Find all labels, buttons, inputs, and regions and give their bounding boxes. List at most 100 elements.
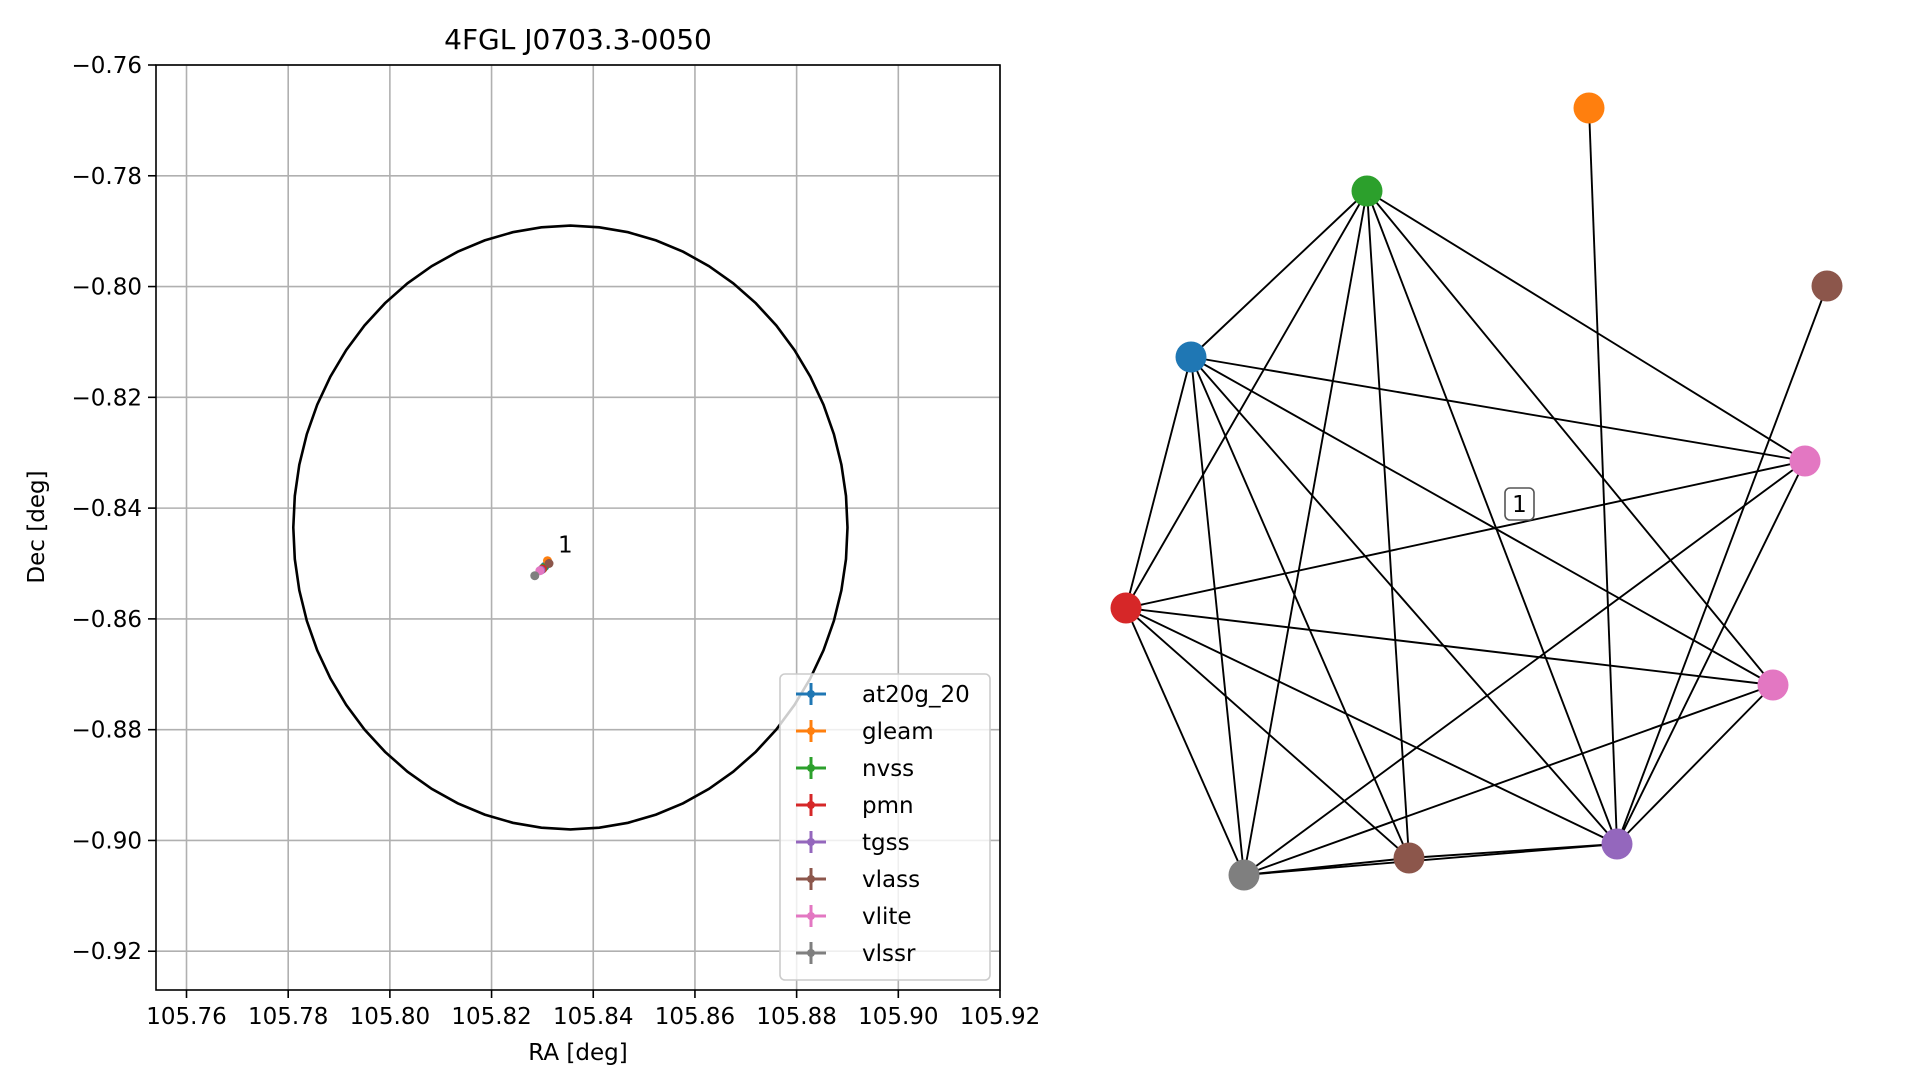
uncertainty-ellipse xyxy=(291,224,849,831)
network-panel: 1 xyxy=(1110,92,1843,891)
network-edge xyxy=(1190,356,1245,876)
legend-label: tgss xyxy=(862,830,910,856)
network-edge xyxy=(1243,684,1774,876)
chart-title: 4FGL J0703.3-0050 xyxy=(444,23,712,56)
network-nodes xyxy=(1110,92,1843,891)
y-tick-label: −0.92 xyxy=(72,939,142,965)
network-edge xyxy=(1616,460,1806,845)
network-edge xyxy=(1125,460,1806,609)
network-edge xyxy=(1125,190,1368,609)
legend-label: vlass xyxy=(862,867,920,893)
network-node-pink-lower xyxy=(1757,669,1789,701)
y-tick-label: −0.78 xyxy=(72,164,142,190)
y-tick-label: −0.90 xyxy=(72,828,142,854)
legend-marker-dot xyxy=(807,764,815,772)
legend-label: nvss xyxy=(862,756,914,782)
network-node-pink-upper xyxy=(1789,445,1821,477)
legend-item-tgss: tgss xyxy=(796,830,910,856)
network-edge xyxy=(1190,356,1618,845)
y-tick-label: −0.86 xyxy=(72,607,142,633)
x-tick-label: 105.82 xyxy=(451,1004,531,1030)
legend-marker-dot xyxy=(807,912,815,920)
network-edge xyxy=(1616,285,1828,845)
network-edge xyxy=(1243,460,1806,876)
network-node-red xyxy=(1110,592,1142,624)
y-axis-label: Dec [deg] xyxy=(24,470,50,583)
network-edge xyxy=(1125,607,1618,845)
network-node-orange xyxy=(1573,92,1605,124)
legend-label: at20g_20 xyxy=(862,682,970,708)
network-node-blue xyxy=(1175,341,1207,373)
network-edge xyxy=(1366,190,1618,845)
legend-marker-dot xyxy=(807,690,815,698)
network-edge xyxy=(1366,190,1774,686)
legend-item-vlite: vlite xyxy=(796,904,912,930)
x-axis-label: RA [deg] xyxy=(528,1040,627,1066)
x-tick-label: 105.90 xyxy=(858,1004,938,1030)
legend-label: vlite xyxy=(862,904,912,930)
legend-item-vlssr: vlssr xyxy=(796,941,916,967)
network-node-green xyxy=(1351,175,1383,207)
network-edge xyxy=(1125,607,1410,859)
network-node-brown-bottom xyxy=(1393,842,1425,874)
grid xyxy=(156,64,1001,990)
network-label-box: 1 xyxy=(1504,487,1535,521)
source-point-vlass xyxy=(544,559,554,569)
x-tick-label: 105.80 xyxy=(350,1004,430,1030)
network-edge xyxy=(1190,356,1806,462)
legend-item-pmn: pmn xyxy=(796,793,914,819)
network-edge xyxy=(1408,843,1618,859)
legend-item-vlass: vlass xyxy=(796,867,920,893)
legend-marker-dot xyxy=(807,949,815,957)
network-edge xyxy=(1616,684,1774,845)
cluster-annotation: 1 xyxy=(558,533,573,559)
legend-label: gleam xyxy=(862,719,934,745)
legend-box xyxy=(779,673,991,981)
x-tick-label: 105.76 xyxy=(146,1004,226,1030)
legend-marker-dot xyxy=(807,801,815,809)
legend-label: vlssr xyxy=(862,941,916,967)
x-tick-label: 105.78 xyxy=(248,1004,328,1030)
network-label: 1 xyxy=(1512,492,1527,518)
legend-marker-dot xyxy=(807,875,815,883)
network-edge xyxy=(1125,356,1192,609)
network-edge xyxy=(1125,607,1245,876)
legend-item-nvss: nvss xyxy=(796,756,914,782)
legend-item-gleam: gleam xyxy=(796,719,934,745)
network-edge xyxy=(1243,843,1618,876)
uncertainty-ellipse-layer xyxy=(291,224,849,831)
y-tick-label: −0.80 xyxy=(72,275,142,301)
legend-label: pmn xyxy=(862,793,914,819)
network-edge xyxy=(1366,190,1410,859)
y-axis-ticks: −0.76 −0.78 −0.80 −0.82 −0.84 −0.86 −0.88 −0.90… xyxy=(72,53,156,965)
network-node-brown-top xyxy=(1811,270,1843,302)
network-edge xyxy=(1190,356,1774,686)
network-edge xyxy=(1125,607,1774,686)
y-tick-label: −0.76 xyxy=(72,53,142,79)
network-edge xyxy=(1588,107,1618,845)
network-edge xyxy=(1190,190,1368,358)
y-tick-label: −0.84 xyxy=(72,496,142,522)
x-tick-label: 105.84 xyxy=(553,1004,633,1030)
x-axis-ticks: 105.76 105.78 105.80 105.82 105.84 105.86 105.… xyxy=(146,990,1040,1030)
network-edges xyxy=(1125,107,1828,876)
y-tick-label: −0.88 xyxy=(72,718,142,744)
source-point-vlssr xyxy=(530,571,540,581)
network-edge xyxy=(1190,356,1410,859)
y-tick-label: −0.82 xyxy=(72,385,142,411)
source-points xyxy=(530,556,554,581)
legend-item-at20g_20: at20g_20 xyxy=(796,682,970,708)
plot-frame xyxy=(155,64,1001,991)
legend-marker-dot xyxy=(807,838,815,846)
network-edge xyxy=(1366,190,1806,462)
network-edge xyxy=(1243,190,1368,876)
x-tick-label: 105.92 xyxy=(960,1004,1040,1030)
x-tick-label: 105.88 xyxy=(756,1004,836,1030)
scatter-panel: 105.76 105.78 105.80 105.82 105.84 105.86 105.… xyxy=(24,23,1040,1066)
legend-marker-dot xyxy=(807,727,815,735)
x-tick-label: 105.86 xyxy=(655,1004,735,1030)
network-node-gray xyxy=(1228,859,1260,891)
network-node-purple xyxy=(1601,828,1633,860)
